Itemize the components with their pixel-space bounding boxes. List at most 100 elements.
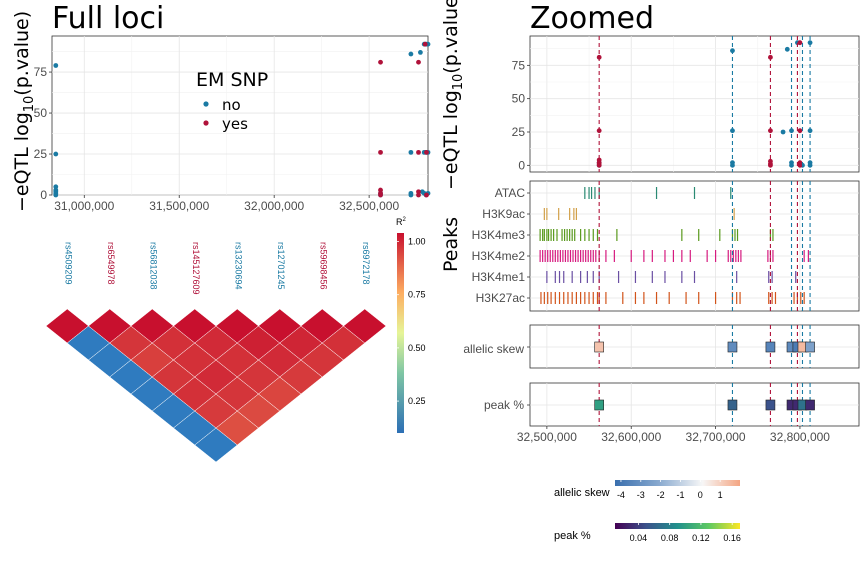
data-point-yes	[797, 40, 803, 46]
y-tick-label: 50	[512, 92, 526, 106]
peak-bar-H3K4me3	[539, 229, 541, 241]
legend-swatch-yes	[203, 120, 209, 126]
allelic-skew-tile	[765, 341, 776, 353]
full-loci-points	[53, 41, 431, 198]
peak-bar-H3K4me1	[586, 271, 588, 283]
peak-bar-H3K4me2	[605, 250, 607, 262]
peak-bar-H3K27ac	[800, 292, 802, 304]
data-point-yes	[416, 59, 421, 65]
peak-bar-H3K4me2	[585, 250, 587, 262]
track-label-H3K4me3: H3K4me3	[472, 228, 526, 242]
data-point-yes	[416, 149, 421, 155]
peak-bar-H3K27ac	[571, 292, 573, 304]
full-loci-y-label: −eQTL log10(p.value)	[11, 11, 37, 212]
snp-label: rs56812038	[148, 242, 158, 290]
x-tick-label: 32,500,000	[339, 199, 399, 213]
peak-bar-H3K4me2	[595, 250, 597, 262]
peak-bar-H3K27ac	[655, 292, 658, 304]
ld-heatmap: rs4509209 rs6549978 rs56812038 rs145127609 r…	[45, 217, 426, 463]
peak-bar-H3K4me2	[559, 250, 561, 262]
peak-pct-colorbar-title: peak %	[554, 530, 591, 542]
peaks-track-labels: ATAC H3K9ac H3K4me3 H3K4me2 H3K4me1 H3K27ac	[472, 186, 530, 305]
peak-bar-H3K27ac	[540, 292, 542, 304]
peak-bar-H3K4me1	[681, 271, 683, 283]
zoomed-points	[596, 36, 813, 172]
data-point-no	[408, 192, 414, 198]
r2-legend-ticks: 0.25 0.50 0.75 1.00	[397, 237, 426, 406]
peak-bar-H3K4me2	[572, 250, 574, 262]
peak-bar-H3K27ac	[567, 292, 569, 304]
zoomed-frame	[529, 35, 860, 173]
allelic-skew-colorbar-title: allelic skew	[554, 487, 610, 499]
snp-label: rs4509209	[63, 242, 73, 285]
em-snp-legend: EM SNP no yes	[196, 69, 268, 133]
peak-bar-H3K4me2	[730, 250, 732, 262]
peak-bar-H3K27ac	[547, 292, 549, 304]
allelic-skew-tile	[805, 341, 815, 353]
peak-bar-H3K4me2	[664, 250, 666, 262]
peak-bar-H3K4me3	[550, 229, 552, 241]
peak-bar-H3K4me3	[574, 229, 576, 241]
peak-bar-H3K4me1	[580, 271, 582, 283]
peak-bar-ATAC	[590, 187, 593, 199]
peak-bar-ATAC	[598, 187, 600, 199]
allelic-skew-colorbar-ticks: -4 -3 -2 -1 0 1	[617, 480, 723, 500]
peak-bar-H3K27ac	[803, 292, 805, 304]
zoomed-y-label: −eQTL log10(p.value)	[440, 0, 466, 190]
peak-bar-H3K4me2	[577, 250, 579, 262]
colorbar-tick-label: -2	[657, 490, 665, 500]
peak-bar-H3K4me1	[598, 271, 600, 283]
track-label-H3K4me1: H3K4me1	[472, 270, 526, 284]
peak-bar-H3K4me2	[592, 250, 594, 262]
peak-bar-H3K4me3	[547, 229, 550, 241]
peak-bar-H3K4me3	[546, 229, 548, 241]
peak-bar-H3K4me1	[795, 271, 797, 283]
peak-bar-H3K4me2	[547, 250, 549, 262]
r2-tick-label: 0.25	[408, 396, 426, 406]
peak-bar-H3K27ac	[714, 292, 717, 304]
track-label-H3K9ac: H3K9ac	[482, 207, 525, 221]
peak-bar-H3K4me3	[772, 229, 774, 241]
full-loci-x-ticks: 31,000,000 31,500,000 32,000,000 32,500,000	[54, 195, 399, 213]
x-tick-label: 31,000,000	[54, 199, 114, 213]
peaks-frame	[529, 180, 860, 312]
peak-bar-H3K4me1	[558, 271, 561, 283]
colorbar-tick-label: 0.12	[692, 533, 710, 543]
peak-bar-H3K4me3	[596, 229, 599, 241]
full-loci-panel: 31,000,000 31,500,000 32,000,000 32,500,000…	[11, 11, 431, 213]
peak-bar-H3K4me1	[617, 271, 620, 283]
peak-pct-colorbar: peak % 0.04 0.08 0.12 0.16	[554, 523, 741, 543]
peak-bar-H3K27ac	[771, 292, 773, 304]
peak-bar-H3K27ac	[774, 292, 777, 304]
peak-bar-H3K27ac	[768, 292, 770, 304]
allelic-skew-tile	[594, 341, 604, 353]
peak-bar-H3K4me2	[567, 250, 569, 262]
zoomed-y-ticks: 0 25 50 75	[512, 58, 530, 172]
peak-bar-H3K4me3	[681, 229, 683, 241]
peak-bar-H3K4me1	[571, 271, 573, 283]
colorbar-tick-label: 0	[698, 490, 703, 500]
peak-bar-H3K4me3	[556, 229, 558, 241]
data-point-yes	[424, 149, 429, 155]
peak-pct-tiles	[594, 399, 815, 411]
zoomed-x-ticks: 32,500,000 32,600,000 32,700,000 32,800,000	[517, 426, 830, 444]
data-point-no	[807, 40, 813, 46]
peak-bar-H3K4me3	[592, 229, 594, 241]
allelic-skew-row-label: allelic skew	[463, 342, 524, 356]
peak-bar-H3K27ac	[685, 292, 687, 304]
x-tick-label: 32,600,000	[601, 430, 661, 444]
colorbar-tick-label: 0.16	[723, 533, 741, 543]
peak-bar-H3K4me2	[613, 250, 615, 262]
x-tick-label: 32,500,000	[517, 430, 577, 444]
peak-bar-H3K4me2	[539, 250, 541, 262]
peak-bar-H3K27ac	[634, 292, 637, 304]
peak-bar-H3K27ac	[731, 292, 734, 304]
peak-bar-H3K27ac	[584, 292, 586, 304]
peak-bar-H3K9ac	[543, 208, 545, 220]
r2-tick-label: 0.50	[408, 343, 426, 353]
peak-bar-H3K4me2	[630, 250, 632, 262]
peak-bar-H3K27ac	[588, 292, 590, 304]
legend-title: EM SNP	[196, 69, 268, 91]
track-label-H3K27ac: H3K27ac	[476, 291, 525, 305]
peak-bar-H3K4me2	[714, 250, 717, 262]
